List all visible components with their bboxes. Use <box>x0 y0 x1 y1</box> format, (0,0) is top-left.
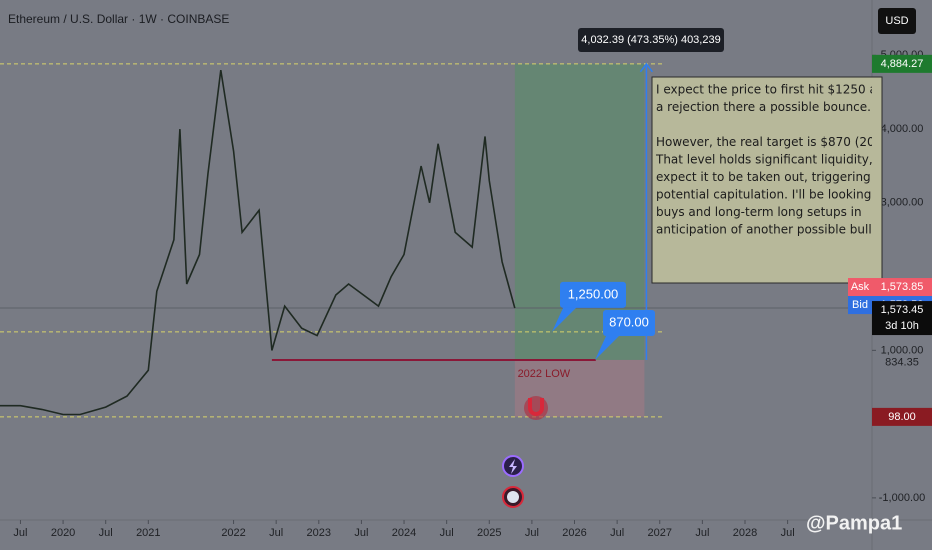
note-box <box>651 76 883 284</box>
x-tick-label: 2027 <box>648 527 672 539</box>
note-line: However, the real target is $870 (2022 l… <box>656 135 912 149</box>
note-line: a rejection there a possible bounce. <box>656 100 871 114</box>
x-tick-label: 2024 <box>392 527 416 539</box>
x-tick-label: Jul <box>99 527 113 539</box>
note-line: I expect the price to first hit $1250 an… <box>656 83 910 97</box>
x-tick-label: 2025 <box>477 527 501 539</box>
price-label-box <box>872 407 932 426</box>
low-label: 2022 LOW <box>518 368 571 380</box>
x-tick-label: Jul <box>354 527 368 539</box>
note-line: buys and long-term long setups in <box>656 205 862 219</box>
x-tick-label: 2020 <box>51 527 75 539</box>
price-tag-box <box>848 296 872 315</box>
measure-label: 4,032.39 (473.35%) 403,239 <box>581 34 720 46</box>
x-tick-label: Jul <box>781 527 795 539</box>
x-tick-label: Jul <box>525 527 539 539</box>
y-tick-label: 3,000.00 <box>881 197 924 209</box>
plot-area: 2022 LOW <box>0 63 872 418</box>
note-line: That level holds significant liquidity, … <box>655 153 897 167</box>
callout-tail <box>552 305 578 332</box>
price-tag-box <box>848 278 872 297</box>
arrow-head <box>639 62 654 73</box>
callout-box <box>560 281 626 308</box>
x-tick-label: 2023 <box>307 527 331 539</box>
callout-label: 870.00 <box>609 314 649 329</box>
price-label-box <box>872 278 932 297</box>
note-line: potential capitulation. I'll be looking … <box>656 188 909 202</box>
price-tag: Bid <box>852 299 868 311</box>
price-line <box>0 69 516 416</box>
y-tick-label: 1,000.00 <box>881 344 924 356</box>
price-label: 1,573.45 <box>881 304 924 316</box>
price-label-box <box>872 301 932 336</box>
price-label-box <box>872 54 932 73</box>
currency[interactable]: USD <box>885 15 908 27</box>
x-tick-label: 2026 <box>562 527 586 539</box>
price-label: 98.00 <box>888 411 916 423</box>
x-tick-label: 2028 <box>733 527 757 539</box>
watermark: @Pampa1 <box>806 512 902 534</box>
x-tick-label: 2021 <box>136 527 160 539</box>
price-label: 834.35 <box>885 356 919 368</box>
price-tag: Ask <box>851 281 870 293</box>
chart-title: Ethereum / U.S. Dollar · 1W · COINBASE <box>8 12 229 26</box>
callout-tail <box>595 333 621 360</box>
x-tick-label: Jul <box>269 527 283 539</box>
callout-box <box>603 309 655 336</box>
note-line: expect it to be taken out, triggering a <box>656 170 882 184</box>
x-tick-label: Jul <box>610 527 624 539</box>
y-tick-label: -1,000.00 <box>879 492 925 504</box>
note-line: anticipation of another possible bull ru… <box>656 223 899 237</box>
x-tick-label: Jul <box>13 527 27 539</box>
currency-button[interactable] <box>878 8 916 34</box>
callout-label: 1,250.00 <box>568 286 619 301</box>
measure-box <box>578 28 724 52</box>
price-label: 1,573.85 <box>881 281 924 293</box>
note: I expect the price to first hit $1250 an… <box>655 83 912 237</box>
icons <box>502 396 548 508</box>
y-tick-label: 4,000.00 <box>881 123 924 135</box>
price-label: 4,884.27 <box>881 58 924 70</box>
x-tick-label: 2022 <box>221 527 245 539</box>
x-tick-label: Jul <box>695 527 709 539</box>
x-tick-label: Jul <box>440 527 454 539</box>
countdown: 3d 10h <box>885 320 919 332</box>
